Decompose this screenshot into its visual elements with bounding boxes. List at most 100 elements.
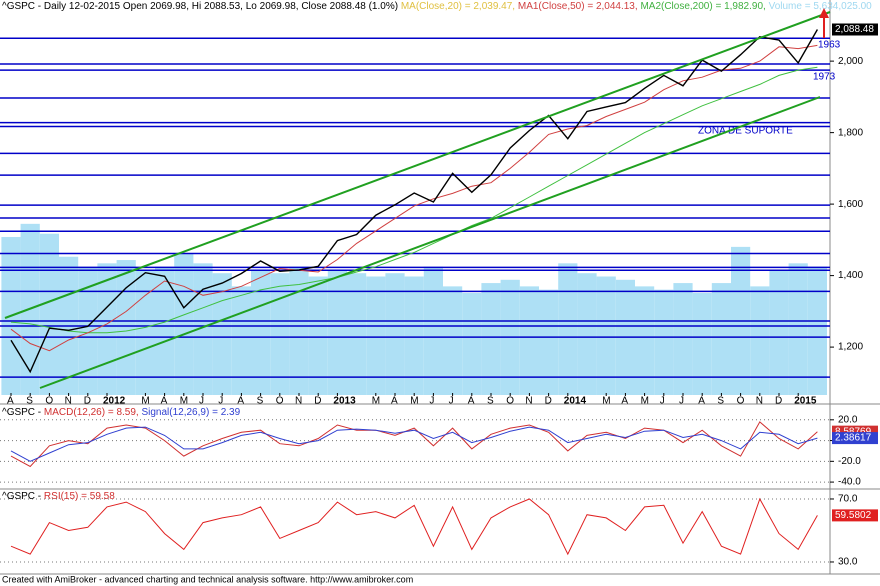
x-tick-label: A bbox=[468, 396, 475, 407]
value-label: 59.5802 bbox=[835, 510, 872, 521]
x-tick-label: O bbox=[506, 396, 514, 407]
x-tick-label: D bbox=[545, 396, 552, 407]
x-tick-label: D bbox=[314, 396, 321, 407]
y-tick-label: -40.0 bbox=[838, 477, 861, 488]
x-tick-label: M bbox=[372, 396, 380, 407]
x-tick-label: O bbox=[276, 396, 284, 407]
footer: Created with AmiBroker - advanced charti… bbox=[2, 574, 413, 584]
x-tick-label: D bbox=[775, 396, 782, 407]
volume-bar bbox=[673, 283, 693, 395]
x-tick-label: N bbox=[525, 396, 532, 407]
volume-bar bbox=[635, 286, 655, 395]
annotation: ZONA DE SUPORTE bbox=[698, 126, 793, 137]
y-tick-label: 1,800 bbox=[838, 127, 863, 138]
x-tick-label: A bbox=[161, 396, 168, 407]
volume-bar bbox=[385, 273, 405, 395]
volume-bar bbox=[769, 269, 789, 395]
volume-bar bbox=[231, 286, 251, 395]
x-tick-label: O bbox=[737, 396, 745, 407]
trend-channel bbox=[4, 11, 831, 319]
y-tick-label: 1,400 bbox=[838, 270, 863, 281]
y-tick-label: -20.0 bbox=[838, 456, 861, 467]
x-tick-label: S bbox=[257, 396, 264, 407]
volume-bar bbox=[596, 276, 616, 395]
volume-bar bbox=[539, 289, 559, 395]
header-part: Signal(12,26,9) = 2.39 bbox=[141, 407, 240, 418]
volume-bar bbox=[155, 266, 175, 395]
value-label: 2.38617 bbox=[835, 433, 872, 444]
x-tick-label: 2014 bbox=[564, 396, 587, 407]
x-tick-label: A bbox=[621, 396, 628, 407]
volume-bar bbox=[443, 286, 463, 395]
volume-bar bbox=[39, 233, 59, 395]
series-line bbox=[10, 426, 818, 462]
x-tick-label: O bbox=[45, 396, 53, 407]
volume-bar bbox=[692, 292, 712, 395]
panel-header: ^GSPC - RSI(15) = 59.58 bbox=[2, 491, 115, 502]
trend-channel bbox=[39, 96, 821, 389]
x-tick-label: 2013 bbox=[333, 396, 356, 407]
x-tick-label: N bbox=[295, 396, 302, 407]
x-tick-label: 2012 bbox=[103, 396, 126, 407]
y-tick-label: 2,000 bbox=[838, 56, 863, 67]
header-part: ^GSPC - Daily 12-02-2015 Open 2069.98, H… bbox=[2, 1, 401, 12]
volume-bar bbox=[270, 273, 290, 395]
y-tick-label: 70.0 bbox=[838, 494, 858, 505]
x-tick-label: M bbox=[641, 396, 649, 407]
x-tick-label: A bbox=[237, 396, 244, 407]
y-tick-label: 1,200 bbox=[838, 342, 863, 353]
volume-bar bbox=[404, 276, 424, 395]
header-part: ^GSPC - bbox=[2, 491, 44, 502]
series-line bbox=[10, 66, 818, 334]
x-tick-label: J bbox=[660, 396, 665, 407]
volume-bar bbox=[327, 269, 347, 395]
header-part: MA1(Close,50) = 2,044.13, bbox=[518, 1, 641, 12]
volume-bar bbox=[577, 273, 597, 395]
x-tick-label: M bbox=[180, 396, 188, 407]
volume-bar bbox=[347, 273, 367, 395]
volume-bar bbox=[193, 263, 213, 395]
annotation: 1963 bbox=[818, 40, 841, 51]
header-part: MACD(12,26) = 8.59, bbox=[44, 407, 142, 418]
x-tick-label: S bbox=[717, 396, 724, 407]
volume-bar bbox=[116, 260, 136, 395]
value-label: 8.58769 bbox=[835, 426, 872, 437]
panel-header: ^GSPC - MACD(12,26) = 8.59, Signal(12,26… bbox=[2, 407, 241, 418]
volume-bar bbox=[251, 269, 271, 395]
volume-bar bbox=[174, 253, 194, 395]
volume-bar bbox=[462, 292, 482, 395]
x-tick-label: A bbox=[7, 396, 14, 407]
arrow-head bbox=[819, 8, 829, 18]
volume-bar bbox=[308, 276, 328, 395]
header-part: RSI(15) = 59.58 bbox=[44, 491, 115, 502]
value-box bbox=[832, 509, 878, 522]
x-tick-label: M bbox=[410, 396, 418, 407]
x-tick-label: N bbox=[756, 396, 763, 407]
series-line bbox=[10, 421, 818, 468]
volume-bar bbox=[78, 266, 98, 395]
x-tick-label: S bbox=[487, 396, 494, 407]
x-tick-label: N bbox=[65, 396, 72, 407]
y-tick-label: 20.0 bbox=[838, 414, 858, 425]
value-label: 2,088.48 bbox=[835, 24, 874, 35]
volume-bar bbox=[212, 273, 232, 395]
value-box bbox=[832, 432, 878, 445]
volume-bar bbox=[558, 263, 578, 395]
x-tick-label: M bbox=[141, 396, 149, 407]
series-line bbox=[10, 497, 818, 556]
volume-bar bbox=[519, 286, 539, 395]
x-tick-label: J bbox=[199, 396, 204, 407]
x-tick-label: J bbox=[449, 396, 454, 407]
header-part: MA(Close,20) = 2,039.47, bbox=[401, 1, 518, 12]
x-tick-label: A bbox=[698, 396, 705, 407]
x-tick-label: S bbox=[26, 396, 33, 407]
header-part: MA2(Close,200) = 1,982.90, bbox=[640, 1, 768, 12]
volume-bar bbox=[481, 283, 501, 395]
volume-bar bbox=[135, 269, 155, 395]
x-tick-label: A bbox=[391, 396, 398, 407]
volume-bar bbox=[711, 283, 731, 395]
x-tick-label: J bbox=[218, 396, 223, 407]
x-tick-label: J bbox=[679, 396, 684, 407]
value-box bbox=[832, 23, 878, 36]
